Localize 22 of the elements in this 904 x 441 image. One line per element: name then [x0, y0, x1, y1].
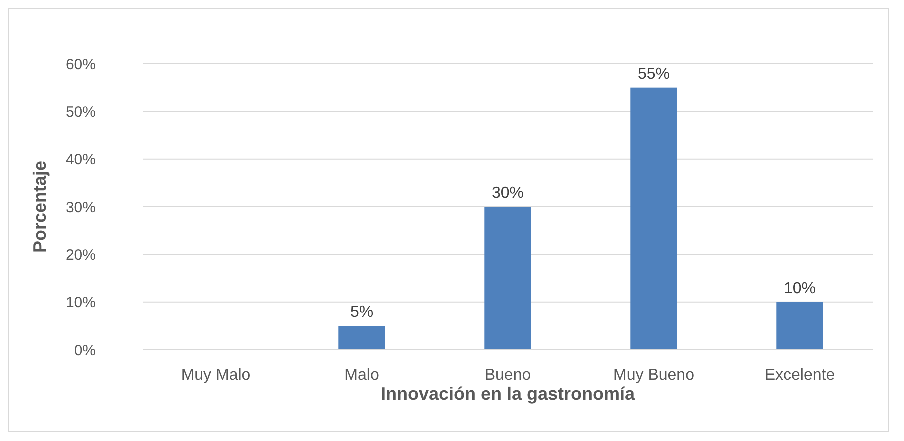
y-tick-label: 20%: [66, 246, 96, 264]
data-label: 55%: [638, 66, 670, 83]
x-tick-label: Malo: [344, 367, 380, 384]
y-tick-label: 10%: [66, 294, 96, 312]
bar: [630, 88, 678, 350]
y-tick-label: 60%: [66, 56, 96, 74]
x-tick-label: Muy Malo: [181, 367, 251, 384]
x-tick-label: Excelente: [764, 367, 836, 384]
data-label: 5%: [350, 304, 374, 322]
data-label: 10%: [784, 280, 816, 298]
x-tick-label: Muy Bueno: [614, 367, 695, 384]
bar: [776, 302, 824, 350]
data-label: 30%: [492, 185, 524, 202]
y-tick-label: 40%: [66, 152, 96, 169]
y-tick-label: 30%: [66, 199, 96, 216]
bar: [338, 326, 386, 350]
y-tick-label: 0%: [74, 342, 96, 360]
y-axis-title: Porcentaje: [30, 160, 50, 254]
x-axis-title: Innovación en la gastronomía: [380, 384, 636, 404]
y-tick-label: 50%: [66, 104, 96, 121]
x-tick-label: Bueno: [484, 367, 532, 384]
bar: [484, 207, 532, 350]
